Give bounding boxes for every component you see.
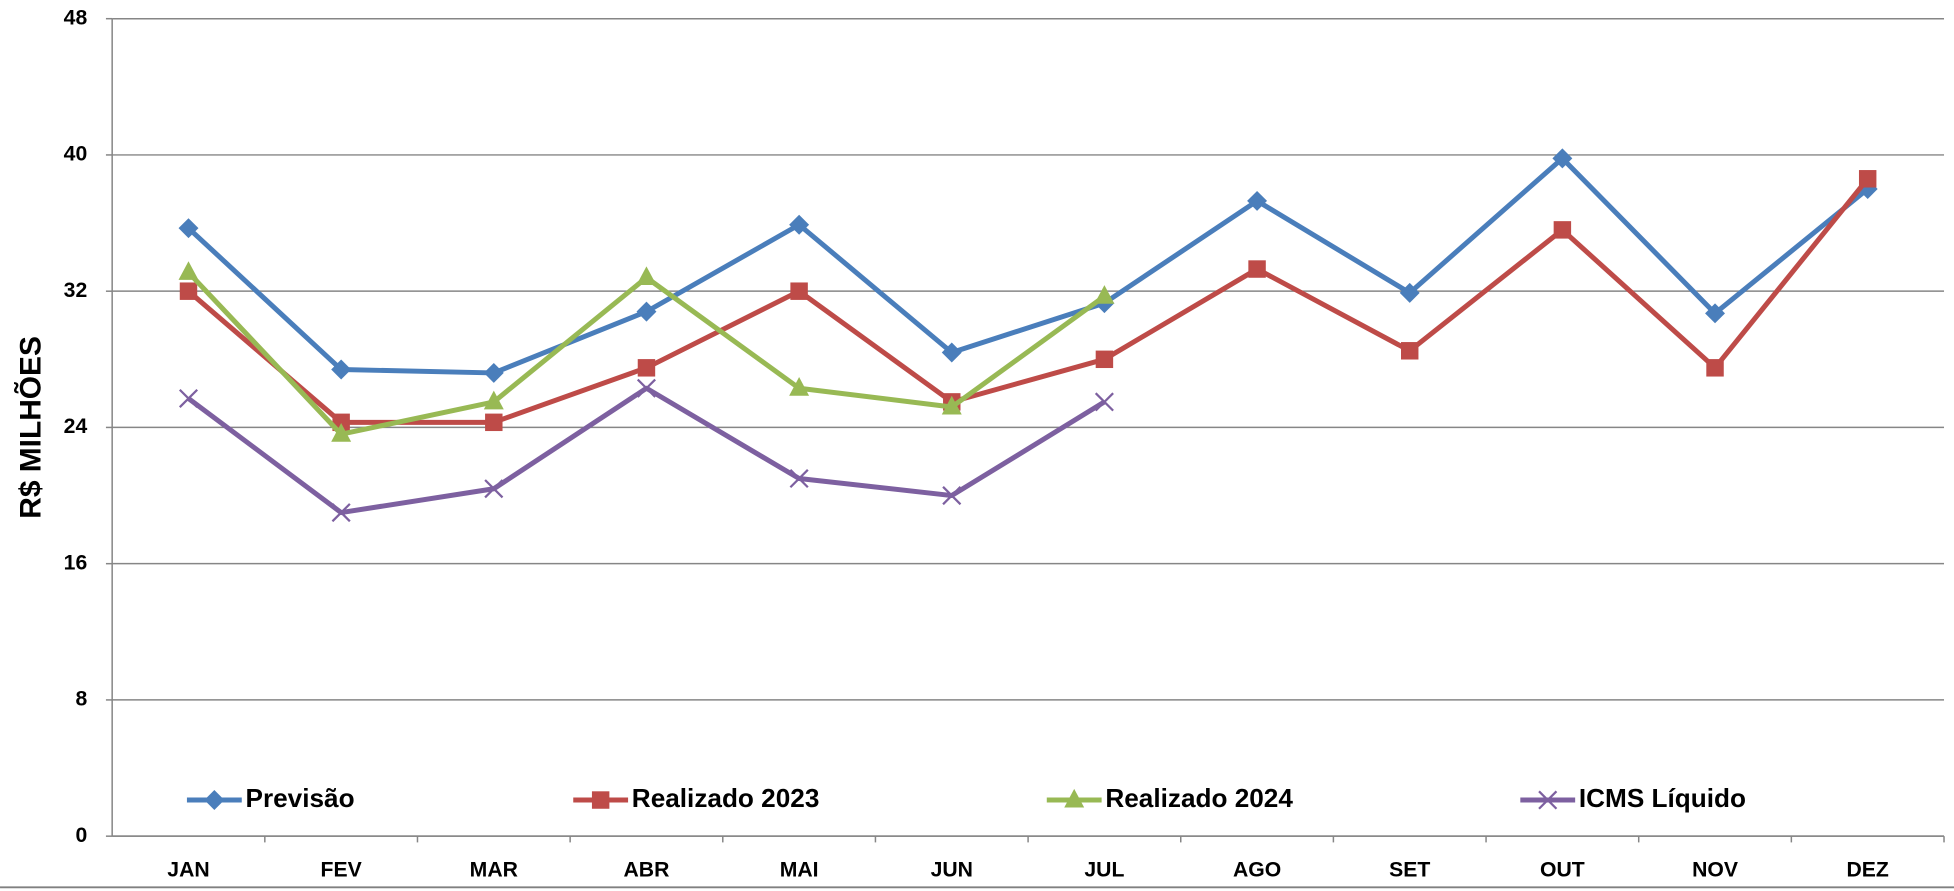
legend-label: Realizado 2023	[632, 783, 820, 813]
series-line	[186, 177, 1870, 425]
data-point	[331, 503, 351, 523]
x-tick-label: ABR	[624, 859, 670, 882]
data-point	[485, 413, 503, 432]
y-tick-label: 48	[64, 6, 88, 29]
data-point	[1706, 359, 1724, 377]
legend-label: Realizado 2024	[1105, 783, 1293, 813]
x-tick-label: JAN	[167, 859, 209, 882]
y-tick-label: 16	[64, 551, 88, 574]
data-point	[1858, 170, 1877, 188]
x-tick-label: NOV	[1692, 859, 1738, 882]
y-tick-label: 8	[75, 688, 87, 711]
x-tick-label: JUN	[931, 859, 973, 882]
legend-label: ICMS Líquido	[1579, 783, 1746, 813]
x-tick-label: OUT	[1540, 859, 1585, 882]
data-point	[636, 378, 656, 398]
data-point	[1401, 342, 1419, 360]
legend-label: Previsão	[246, 783, 355, 813]
data-point	[1247, 190, 1268, 211]
data-point	[178, 261, 199, 280]
data-point	[1248, 260, 1266, 278]
data-point	[637, 359, 656, 377]
data-point	[941, 342, 962, 363]
legend-marker	[1064, 788, 1085, 808]
x-tick-label: SET	[1389, 859, 1430, 882]
data-point	[789, 469, 809, 489]
data-point	[1553, 221, 1572, 239]
data-point	[636, 266, 657, 286]
x-tick-label: FEV	[321, 859, 362, 882]
y-axis-label: R$ MILHÕES	[13, 336, 47, 519]
data-point	[789, 377, 810, 396]
data-point	[331, 359, 352, 380]
data-point	[790, 282, 808, 300]
legend-marker	[204, 790, 225, 810]
data-point	[1705, 303, 1726, 324]
data-point	[178, 388, 199, 408]
data-point	[1095, 350, 1114, 369]
data-point	[636, 301, 657, 322]
series-line	[186, 155, 1870, 376]
legend-marker	[591, 791, 610, 809]
data-point	[1399, 282, 1420, 303]
y-tick-label: 32	[64, 279, 88, 302]
data-point	[178, 218, 199, 239]
data-point	[484, 479, 504, 499]
x-tick-label: AGO	[1233, 859, 1281, 882]
data-point	[1552, 148, 1573, 169]
legend-marker	[1538, 790, 1558, 810]
y-tick-label: 40	[64, 143, 88, 166]
data-point	[1094, 285, 1115, 304]
y-tick-label: 24	[64, 415, 88, 438]
data-point	[941, 395, 962, 415]
x-tick-label: MAI	[780, 859, 819, 882]
x-tick-label: DEZ	[1847, 859, 1889, 882]
data-point	[179, 282, 198, 300]
data-point	[483, 362, 504, 383]
x-tick-label: MAR	[470, 859, 518, 882]
data-point	[789, 214, 810, 235]
data-point	[483, 390, 504, 410]
data-point	[942, 486, 962, 506]
x-tick-label: JUL	[1084, 859, 1124, 882]
y-tick-label: 0	[75, 824, 87, 847]
data-point	[331, 423, 352, 442]
data-point	[1094, 392, 1114, 412]
